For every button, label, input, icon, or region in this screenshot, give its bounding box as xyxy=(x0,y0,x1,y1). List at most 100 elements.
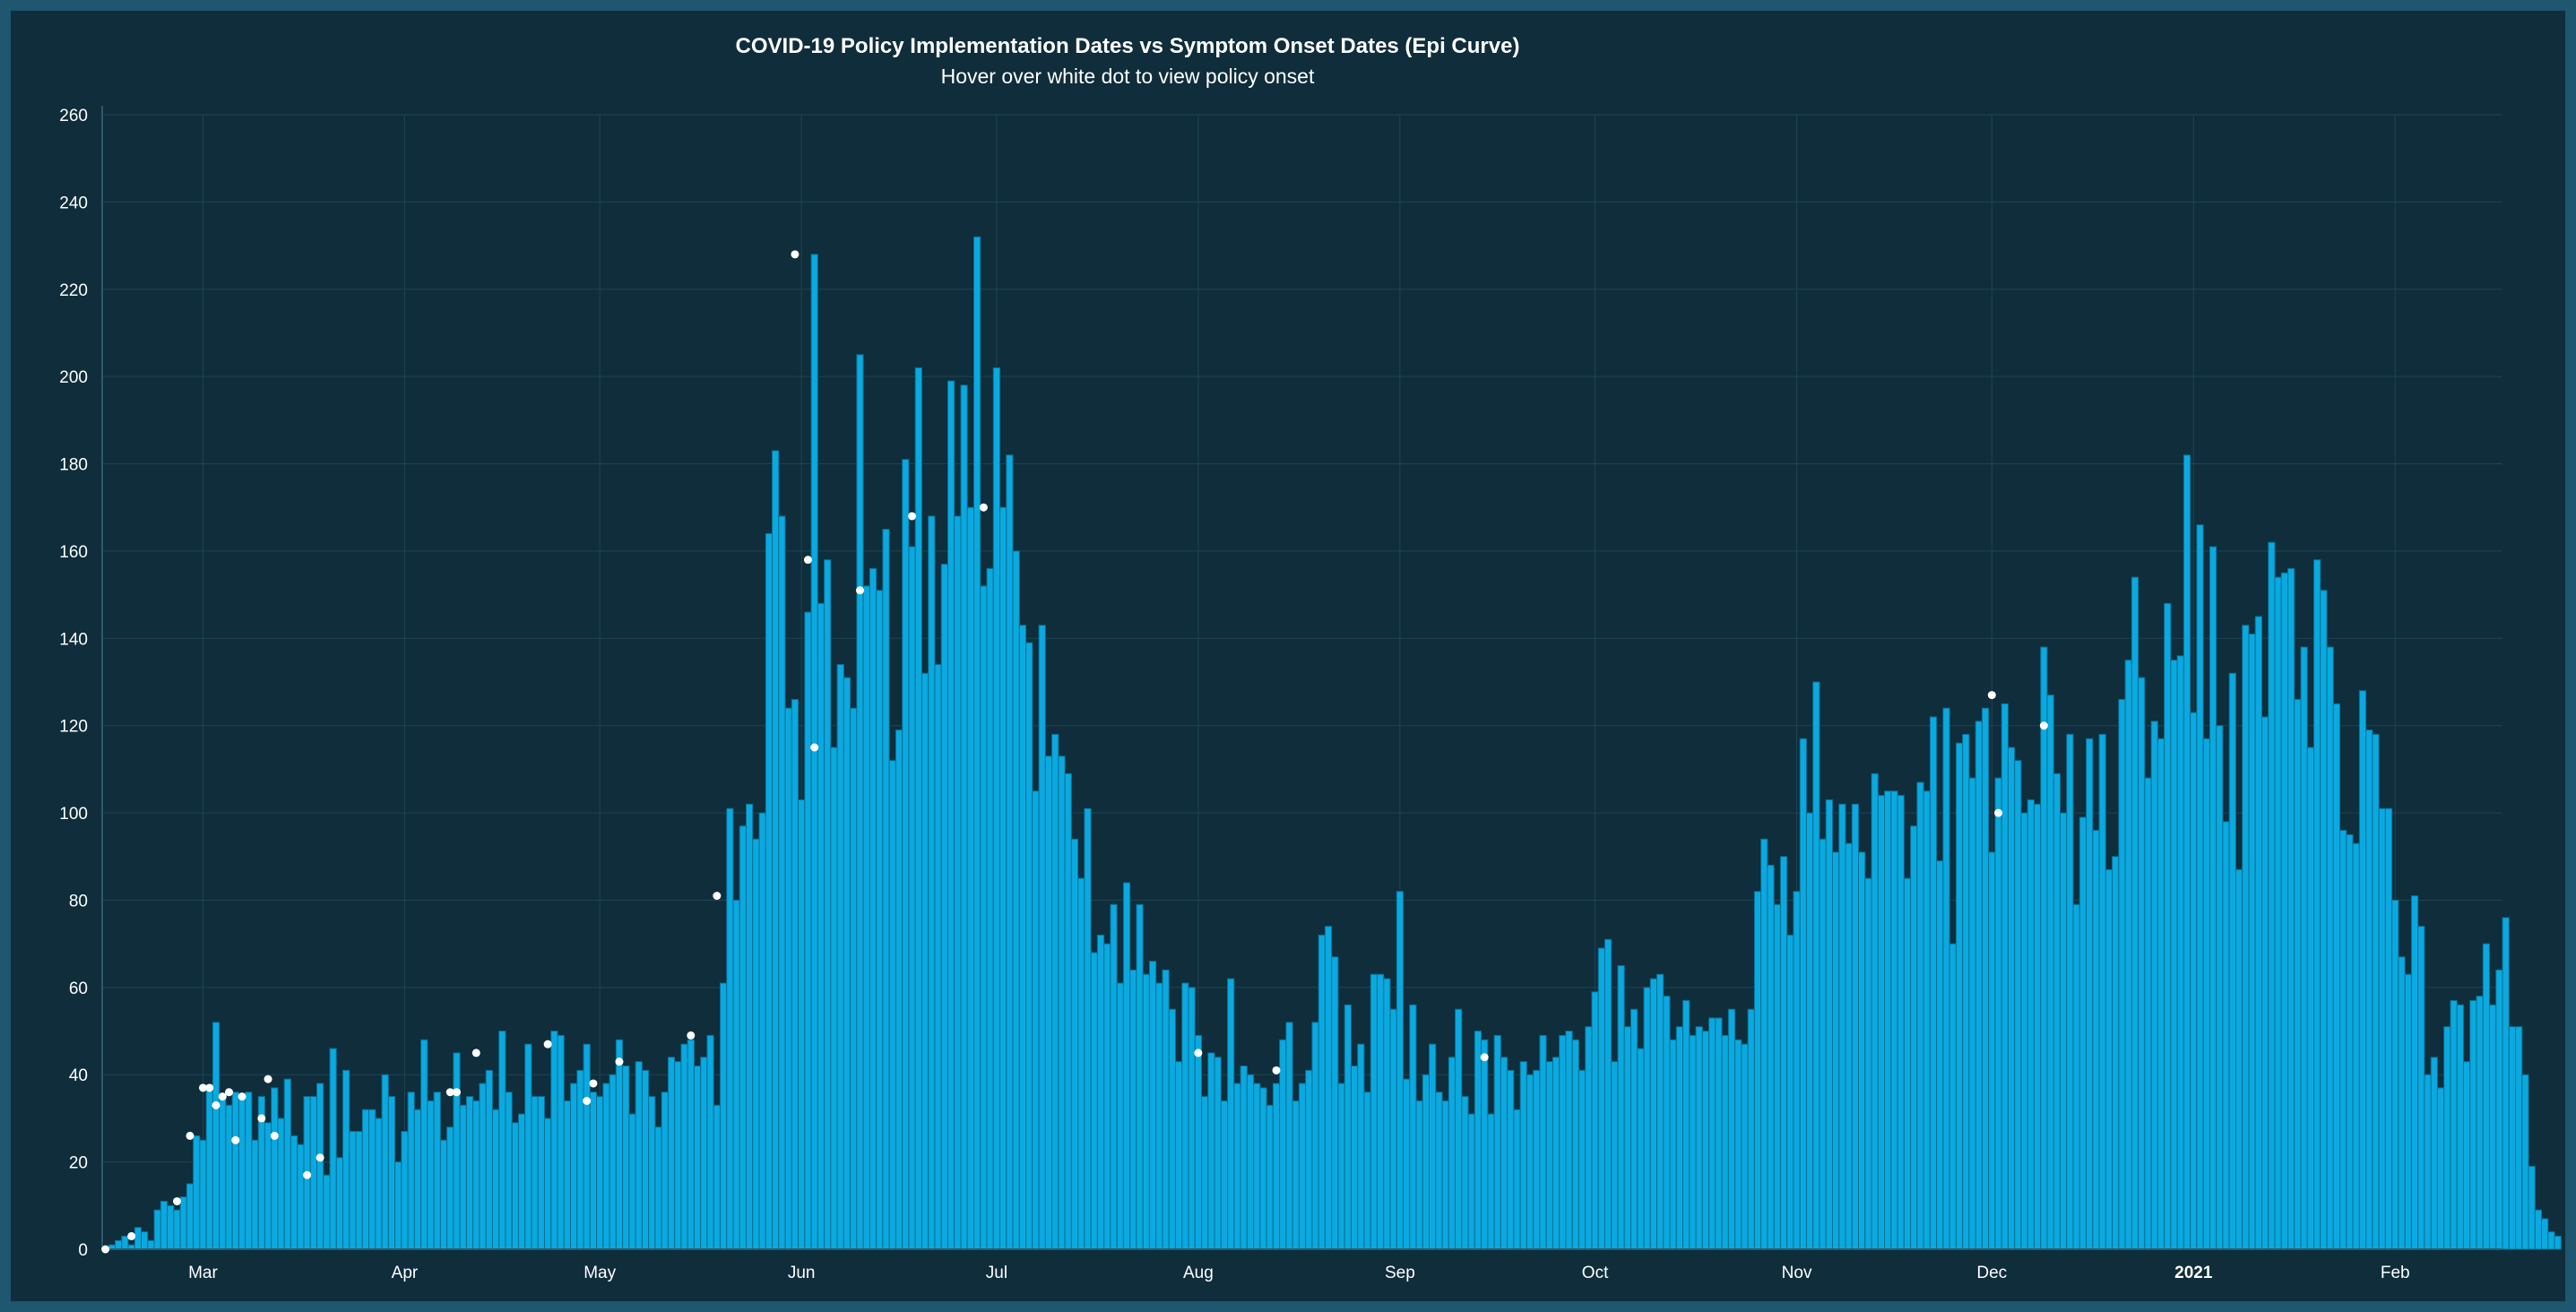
chart-subtitle: Hover over white dot to view policy onse… xyxy=(941,65,1315,88)
policy-dot[interactable] xyxy=(1987,691,1996,700)
x-tick-label: Sep xyxy=(1385,1264,1415,1282)
bar xyxy=(1279,1039,1287,1250)
policy-dot[interactable] xyxy=(583,1096,592,1105)
bar xyxy=(2443,1026,2451,1250)
bar xyxy=(1318,934,1326,1250)
bar xyxy=(752,838,760,1250)
bar xyxy=(687,1039,695,1250)
policy-dot[interactable] xyxy=(303,1170,312,1179)
policy-dot[interactable] xyxy=(238,1092,246,1101)
bar xyxy=(401,1131,409,1250)
policy-dot[interactable] xyxy=(791,250,800,259)
bar xyxy=(1533,1069,1541,1250)
policy-dot[interactable] xyxy=(855,586,864,595)
bar xyxy=(1044,755,1053,1250)
bar xyxy=(2404,973,2412,1250)
bar xyxy=(1923,790,1931,1250)
policy-dot[interactable] xyxy=(803,556,812,565)
bar xyxy=(1701,1031,1710,1250)
bar xyxy=(1122,882,1131,1250)
bar xyxy=(1773,903,1781,1250)
policy-dots[interactable] xyxy=(101,250,2048,1254)
bar xyxy=(1727,1008,1736,1250)
bar xyxy=(2242,625,2250,1250)
policy-dot[interactable] xyxy=(212,1101,220,1109)
policy-dot[interactable] xyxy=(1194,1049,1203,1057)
policy-dot[interactable] xyxy=(543,1040,552,1049)
bar xyxy=(576,1069,584,1250)
policy-dot[interactable] xyxy=(453,1088,462,1097)
bar xyxy=(1812,681,1820,1250)
policy-dot[interactable] xyxy=(225,1088,234,1097)
bar xyxy=(2170,660,2178,1250)
bar xyxy=(2157,738,2165,1250)
policy-dot[interactable] xyxy=(471,1049,480,1057)
bar xyxy=(1805,812,1814,1250)
y-tick-label: 140 xyxy=(59,630,88,649)
policy-dot[interactable] xyxy=(231,1135,240,1144)
bar xyxy=(297,1144,305,1250)
policy-dot[interactable] xyxy=(810,743,819,752)
policy-dot[interactable] xyxy=(687,1031,696,1040)
bar xyxy=(570,1083,578,1250)
bar xyxy=(1897,795,1905,1250)
bar xyxy=(394,1161,402,1250)
bar xyxy=(2216,725,2224,1250)
bar xyxy=(1643,987,1651,1250)
bar xyxy=(167,1204,175,1250)
bar xyxy=(966,506,974,1250)
policy-dot[interactable] xyxy=(2039,721,2048,730)
bar xyxy=(2112,856,2120,1250)
bar xyxy=(1311,1022,1319,1250)
bar xyxy=(2086,738,2094,1250)
policy-dot[interactable] xyxy=(172,1196,181,1205)
policy-dot[interactable] xyxy=(445,1088,454,1097)
bar xyxy=(413,1109,422,1250)
policy-dot[interactable] xyxy=(264,1075,272,1083)
policy-dot[interactable] xyxy=(1480,1053,1489,1062)
bar xyxy=(335,1157,344,1250)
bar xyxy=(1493,1034,1501,1250)
bar xyxy=(843,677,851,1250)
bar xyxy=(2014,760,2022,1250)
policy-dot[interactable] xyxy=(979,503,988,512)
policy-dot[interactable] xyxy=(270,1131,279,1140)
policy-dot[interactable] xyxy=(205,1083,214,1092)
policy-dot[interactable] xyxy=(615,1057,624,1066)
bar xyxy=(1767,865,1775,1250)
bar xyxy=(1591,991,1599,1250)
bar xyxy=(1623,1026,1632,1250)
policy-dot[interactable] xyxy=(218,1092,227,1101)
bar xyxy=(1409,1004,1417,1250)
policy-dot[interactable] xyxy=(101,1245,110,1254)
policy-dot[interactable] xyxy=(127,1231,136,1240)
bar xyxy=(2007,747,2016,1250)
bar xyxy=(342,1069,350,1250)
policy-dot[interactable] xyxy=(198,1083,207,1092)
bar xyxy=(2541,1218,2549,1250)
bar xyxy=(231,1092,239,1250)
policy-dot[interactable] xyxy=(908,512,917,521)
policy-dot[interactable] xyxy=(186,1131,194,1140)
y-tick-label: 260 xyxy=(59,107,88,125)
bar xyxy=(641,1069,650,1250)
bar xyxy=(329,1048,337,1250)
policy-dot[interactable] xyxy=(316,1153,324,1162)
epi-curve-chart: COVID-19 Policy Implementation Dates vs … xyxy=(59,34,2562,1282)
bar xyxy=(1545,1061,1553,1250)
policy-dot[interactable] xyxy=(1994,808,2003,817)
bar xyxy=(2059,812,2068,1250)
bar xyxy=(1337,1083,1345,1250)
policy-dot[interactable] xyxy=(713,892,722,901)
bar xyxy=(791,698,800,1250)
policy-dot[interactable] xyxy=(589,1079,598,1088)
bar xyxy=(290,1135,298,1250)
bar xyxy=(2118,698,2126,1250)
x-tick-label: Dec xyxy=(1976,1264,2007,1282)
bar xyxy=(283,1078,291,1250)
bar xyxy=(2176,655,2184,1250)
policy-dot[interactable] xyxy=(257,1114,266,1123)
bar xyxy=(1942,707,1950,1250)
bar xyxy=(1461,1096,1469,1250)
policy-dot[interactable] xyxy=(1272,1066,1281,1075)
